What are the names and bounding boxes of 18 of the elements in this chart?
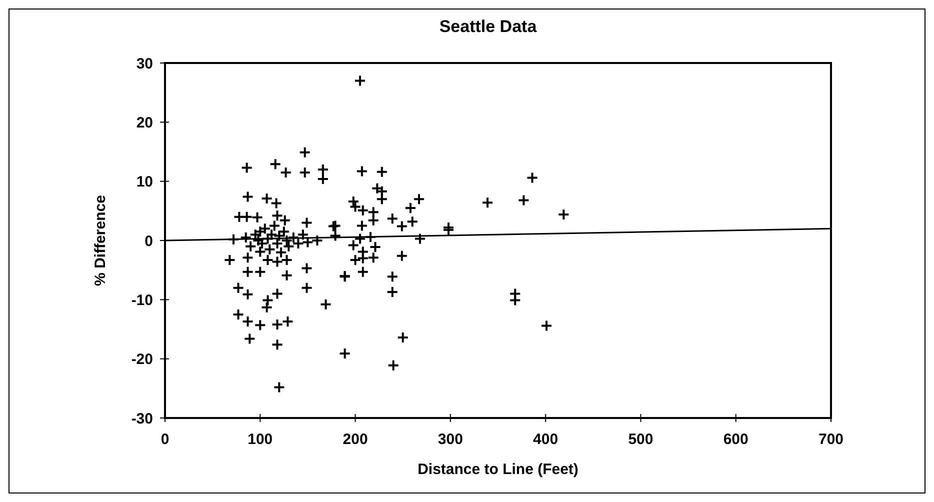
y-axis-title: % Difference [92, 195, 109, 286]
y-tick-label: 0 [144, 232, 153, 250]
y-tick-label: -20 [131, 351, 153, 368]
x-tick-label: 300 [438, 431, 463, 448]
chart-title: Seattle Data [439, 17, 538, 36]
y-tick-label: 30 [136, 55, 153, 72]
y-tick-label: 20 [136, 114, 153, 132]
x-tick-label: 100 [248, 431, 273, 448]
y-tick-label: 10 [136, 174, 153, 191]
x-axis-title: Distance to Line (Feet) [418, 461, 578, 478]
x-tick-label: 200 [342, 431, 368, 448]
y-tick-label: -30 [131, 410, 153, 428]
x-tick-label: 600 [723, 431, 748, 448]
x-tick-label: 0 [160, 431, 170, 448]
x-tick-label: 500 [628, 431, 654, 448]
y-tick-label: -10 [131, 292, 153, 309]
x-tick-label: 700 [818, 431, 844, 448]
x-tick-label: 400 [533, 431, 558, 448]
